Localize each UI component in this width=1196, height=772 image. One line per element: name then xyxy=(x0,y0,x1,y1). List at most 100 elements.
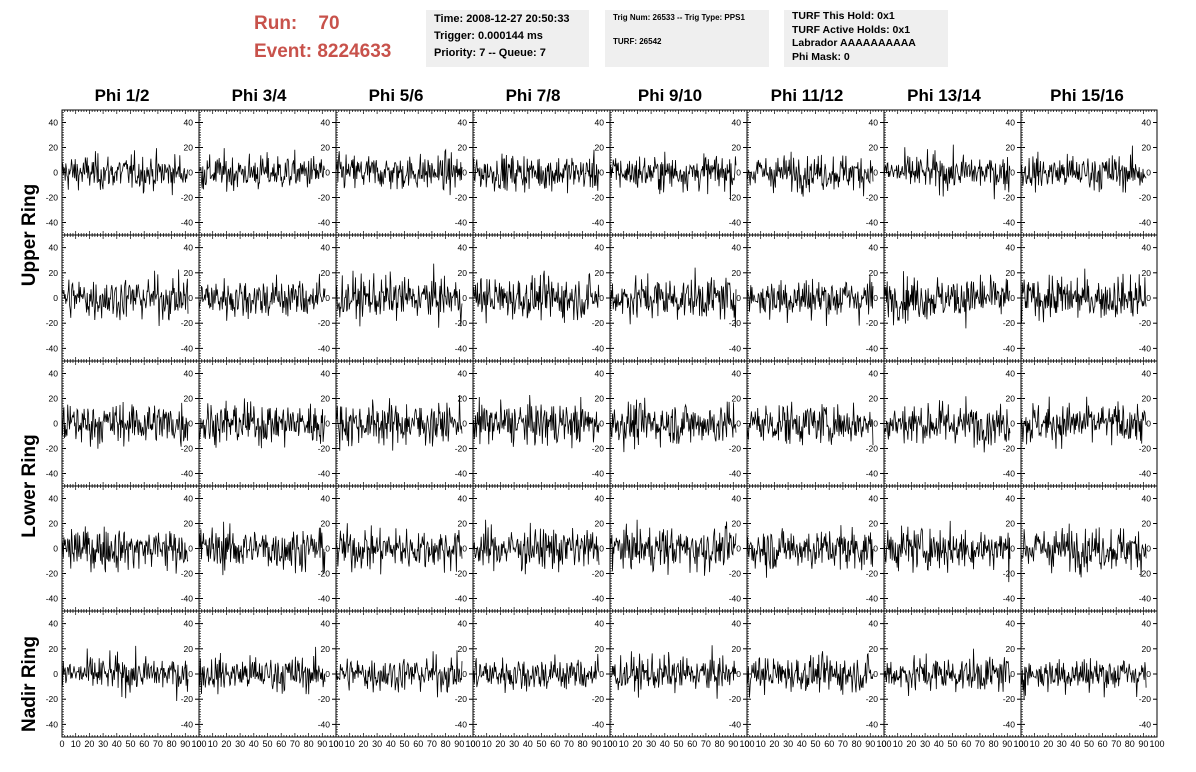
y-tick-label: -20 xyxy=(866,569,879,579)
phi-column-label: Phi 5/6 xyxy=(368,86,424,105)
y-tick-label: -40 xyxy=(866,343,879,353)
y-tick-label: 40 xyxy=(458,118,468,128)
waveform-trace xyxy=(61,148,189,196)
y-tick-label: -40 xyxy=(866,594,879,604)
waveform-trace xyxy=(472,394,600,449)
y-tick-label: -40 xyxy=(1139,469,1152,479)
y-tick-label: -20 xyxy=(866,193,879,203)
y-tick-label: 0 xyxy=(1146,419,1151,429)
phi-column-label: Phi 13/14 xyxy=(907,86,981,105)
y-tick-label: -40 xyxy=(318,594,331,604)
y-tick-label: 0 xyxy=(53,544,58,554)
y-tick-label: 40 xyxy=(595,243,605,253)
waveform-trace xyxy=(883,271,1011,329)
y-tick-label: 0 xyxy=(53,419,58,429)
waveform-trace xyxy=(609,151,737,201)
run-value: 70 xyxy=(318,13,340,34)
run-event-block: Run: 70 Event: 8224633 xyxy=(254,10,391,66)
y-tick-label: -20 xyxy=(1139,193,1152,203)
event-label: Event: xyxy=(254,41,313,62)
y-tick-label: -40 xyxy=(1003,469,1016,479)
y-tick-label: 0 xyxy=(325,168,330,178)
turf-info-box: TURF This Hold: 0x1 TURF Active Holds: 0… xyxy=(784,10,948,67)
y-tick-label: 0 xyxy=(325,293,330,303)
y-tick-label: 0 xyxy=(736,168,741,178)
y-tick-label: 20 xyxy=(184,143,194,153)
y-tick-label: 20 xyxy=(732,143,742,153)
y-tick-label: -40 xyxy=(729,218,742,228)
y-tick-label: 40 xyxy=(1142,118,1152,128)
y-tick-label: -20 xyxy=(46,193,59,203)
y-tick-label: 40 xyxy=(732,369,742,379)
y-tick-label: 0 xyxy=(599,168,604,178)
waveform-trace xyxy=(609,519,737,576)
phi-mask-text: Phi Mask: 0 xyxy=(792,50,850,63)
time-info-box: Time: 2008-12-27 20:50:33 Trigger: 0.000… xyxy=(426,10,589,67)
y-tick-label: -20 xyxy=(455,569,468,579)
waveform-trace xyxy=(1020,145,1147,193)
y-tick-label: 20 xyxy=(1006,268,1016,278)
turf-hold-text: TURF This Hold: 0x1 xyxy=(792,10,895,22)
y-tick-label: 20 xyxy=(321,143,331,153)
y-tick-label: 40 xyxy=(732,494,742,504)
y-tick-label: 20 xyxy=(732,268,742,278)
y-tick-label: 40 xyxy=(1006,369,1016,379)
y-tick-label: 0 xyxy=(53,293,58,303)
y-tick-label: 0 xyxy=(53,168,58,178)
y-tick-label: 0 xyxy=(188,168,193,178)
y-tick-label: 0 xyxy=(325,544,330,554)
waveform-trace xyxy=(883,396,1011,453)
waveform-trace xyxy=(472,519,600,575)
y-tick-label: -20 xyxy=(318,569,331,579)
waveform-trace xyxy=(609,267,737,328)
y-tick-label: -20 xyxy=(46,444,59,454)
run-label: Run: xyxy=(254,13,298,34)
y-tick-label: -40 xyxy=(318,469,331,479)
y-tick-label: -20 xyxy=(592,444,605,454)
waveform-trace xyxy=(746,275,874,327)
y-tick-label: -20 xyxy=(592,569,605,579)
y-tick-label: -40 xyxy=(455,218,468,228)
y-tick-label: 0 xyxy=(873,293,878,303)
y-tick-label: -40 xyxy=(181,594,194,604)
y-tick-label: 20 xyxy=(321,519,331,529)
y-tick-label: 0 xyxy=(462,293,467,303)
y-tick-label: 40 xyxy=(184,494,194,504)
y-tick-label: -20 xyxy=(592,318,605,328)
y-tick-label: 40 xyxy=(595,369,605,379)
y-tick-label: -40 xyxy=(1003,218,1016,228)
y-tick-label: 20 xyxy=(595,143,605,153)
y-tick-label: -40 xyxy=(455,343,468,353)
y-tick-label: 40 xyxy=(1142,369,1152,379)
y-tick-label: -20 xyxy=(1139,318,1152,328)
y-tick-label: 0 xyxy=(599,419,604,429)
y-tick-label: 40 xyxy=(184,369,194,379)
panel-frame xyxy=(335,234,474,362)
trig-info-box: Trig Num: 26533 -- Trig Type: PPS1 TURF:… xyxy=(605,10,769,67)
y-tick-label: -20 xyxy=(455,193,468,203)
y-tick-label: -20 xyxy=(866,318,879,328)
y-tick-label: 20 xyxy=(49,394,59,404)
priority-text: Priority: 7 -- Queue: 7 xyxy=(434,47,546,59)
y-tick-label: -20 xyxy=(729,444,742,454)
waveform-trace xyxy=(746,151,874,197)
y-tick-label: 20 xyxy=(732,394,742,404)
y-tick-label: 0 xyxy=(188,419,193,429)
y-tick-label: 20 xyxy=(595,394,605,404)
waveform-trace xyxy=(472,149,600,194)
y-tick-label: 0 xyxy=(325,419,330,429)
y-tick-label: 40 xyxy=(595,118,605,128)
y-tick-label: 0 xyxy=(873,419,878,429)
y-tick-label: -40 xyxy=(181,343,194,353)
event-value: 8224633 xyxy=(317,41,392,62)
y-tick-label: -40 xyxy=(455,594,468,604)
y-tick-label: 40 xyxy=(49,243,59,253)
y-tick-label: 20 xyxy=(49,268,59,278)
y-tick-label: 0 xyxy=(736,419,741,429)
y-tick-label: 0 xyxy=(873,168,878,178)
y-tick-label: -20 xyxy=(455,444,468,454)
trigger-text: Trigger: 0.000144 ms xyxy=(434,30,543,42)
y-tick-label: -40 xyxy=(46,469,59,479)
y-tick-label: 40 xyxy=(1142,243,1152,253)
